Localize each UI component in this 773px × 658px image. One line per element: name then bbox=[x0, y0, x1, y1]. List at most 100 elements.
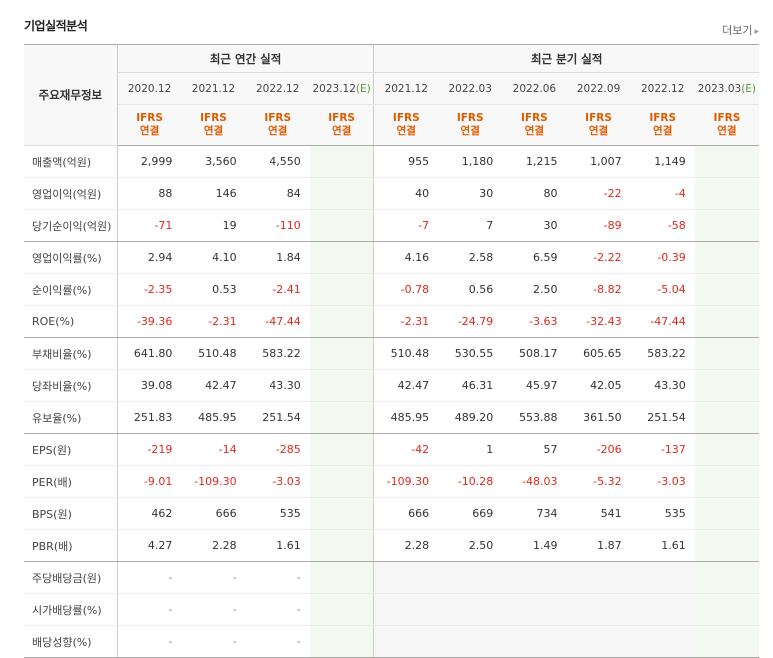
value-cell: - bbox=[245, 593, 310, 626]
value-cell bbox=[438, 625, 503, 658]
value-cell bbox=[309, 337, 375, 370]
basis-ifrs: IFRS bbox=[585, 112, 612, 124]
value-cell bbox=[502, 625, 567, 658]
value-cell: 510.48 bbox=[373, 337, 439, 370]
value-cell: - bbox=[245, 561, 310, 594]
row-label: 배당성향(%) bbox=[24, 625, 118, 658]
value-cell: -109.30 bbox=[181, 465, 246, 498]
basis-consolidated: 연결 bbox=[203, 125, 224, 137]
value-cell: -39.36 bbox=[117, 305, 182, 338]
row-label: 유보율(%) bbox=[24, 401, 118, 434]
value-cell bbox=[694, 337, 759, 370]
estimate-tag: (E) bbox=[741, 82, 757, 95]
value-cell: -22 bbox=[566, 177, 631, 210]
value-cell: 0.56 bbox=[438, 273, 503, 306]
basis-ifrs: IFRS bbox=[713, 112, 741, 124]
basis-label: IFRS 연결 bbox=[309, 104, 375, 146]
value-cell: -58 bbox=[630, 209, 695, 242]
value-cell: -109.30 bbox=[373, 465, 439, 498]
value-cell bbox=[694, 465, 759, 498]
basis-label: IFRS 연결 bbox=[694, 104, 759, 146]
value-cell: 251.54 bbox=[245, 401, 310, 434]
value-cell bbox=[566, 625, 631, 658]
value-cell: -7 bbox=[373, 209, 439, 242]
period-label: 2022.12 bbox=[255, 82, 300, 95]
value-cell: -2.35 bbox=[117, 273, 182, 306]
value-cell: - bbox=[117, 561, 182, 594]
basis-consolidated: 연결 bbox=[331, 125, 352, 137]
table-row: 유보율(%) 251.83 485.95 251.54 485.95 489.20 553.… bbox=[24, 401, 759, 434]
value-cell: - bbox=[117, 593, 182, 626]
value-cell: 2.50 bbox=[438, 529, 503, 562]
value-cell bbox=[309, 145, 375, 178]
value-cell: 4.27 bbox=[117, 529, 182, 562]
group-annual: 최근 연간 실적 bbox=[117, 44, 375, 73]
value-cell bbox=[630, 561, 695, 594]
period-quarterly-1: 2022.03 bbox=[438, 72, 503, 105]
period-quarterly-3: 2022.09 bbox=[566, 72, 631, 105]
basis-consolidated: 연결 bbox=[396, 125, 416, 137]
value-cell: 4.10 bbox=[181, 241, 246, 274]
basis-ifrs: IFRS bbox=[456, 112, 484, 124]
period-label: 2022.12 bbox=[641, 82, 685, 95]
value-cell: - bbox=[117, 625, 182, 658]
chevron-right-icon: ▸ bbox=[754, 27, 759, 37]
period-annual-2: 2022.12 bbox=[245, 72, 310, 105]
value-cell: 2.58 bbox=[438, 241, 503, 274]
value-cell: 45.97 bbox=[502, 369, 567, 402]
value-cell: 40 bbox=[373, 177, 439, 210]
value-cell bbox=[694, 561, 759, 594]
value-cell bbox=[309, 209, 375, 242]
basis-consolidated: 연결 bbox=[717, 125, 737, 137]
value-cell bbox=[309, 625, 375, 658]
value-cell bbox=[694, 369, 759, 402]
period-label: 2022.03 bbox=[448, 82, 492, 95]
value-cell: 541 bbox=[566, 497, 631, 530]
row-label: PER(배) bbox=[24, 465, 118, 498]
value-cell: 146 bbox=[181, 177, 246, 210]
financial-table: 주요재무정보 최근 연간 실적 최근 분기 실적 2020.12 2021.12 2022… bbox=[24, 44, 759, 658]
value-cell: 485.95 bbox=[181, 401, 246, 434]
value-cell bbox=[694, 305, 759, 338]
value-cell: 1.84 bbox=[245, 241, 310, 274]
period-quarterly-2: 2022.06 bbox=[502, 72, 567, 105]
value-cell bbox=[502, 561, 567, 594]
value-cell: 7 bbox=[438, 209, 503, 242]
more-link[interactable]: 더보기 ▸ bbox=[722, 22, 759, 38]
value-cell bbox=[694, 241, 759, 274]
row-label: 매출액(억원) bbox=[24, 145, 118, 178]
value-cell: -2.22 bbox=[566, 241, 631, 274]
value-cell: 535 bbox=[245, 497, 310, 530]
value-cell: 42.05 bbox=[566, 369, 631, 402]
more-label: 더보기 bbox=[722, 24, 753, 37]
value-cell bbox=[694, 145, 759, 178]
value-cell: -5.32 bbox=[566, 465, 631, 498]
period-annual-0: 2020.12 bbox=[117, 72, 182, 105]
value-cell bbox=[309, 305, 375, 338]
value-cell: -0.78 bbox=[373, 273, 439, 306]
value-cell bbox=[630, 625, 695, 658]
value-cell bbox=[566, 561, 631, 594]
value-cell: 30 bbox=[502, 209, 567, 242]
value-cell: -206 bbox=[566, 433, 631, 466]
value-cell bbox=[309, 529, 375, 562]
table-row: 주당배당금(원) - - - bbox=[24, 561, 759, 594]
value-cell: 583.22 bbox=[630, 337, 695, 370]
value-cell: 734 bbox=[502, 497, 567, 530]
row-label: ROE(%) bbox=[24, 305, 118, 338]
value-cell: 39.08 bbox=[117, 369, 182, 402]
basis-ifrs: IFRS bbox=[200, 112, 227, 124]
value-cell: -110 bbox=[245, 209, 310, 242]
period-annual-1: 2021.12 bbox=[181, 72, 246, 105]
value-cell: 1,215 bbox=[502, 145, 567, 178]
basis-consolidated: 연결 bbox=[460, 125, 480, 137]
value-cell bbox=[502, 593, 567, 626]
value-cell: -32.43 bbox=[566, 305, 631, 338]
value-cell: 2.94 bbox=[117, 241, 182, 274]
basis-ifrs: IFRS bbox=[649, 112, 677, 124]
section-title: 기업실적분석 bbox=[24, 19, 88, 33]
value-cell: -8.82 bbox=[566, 273, 631, 306]
value-cell: 510.48 bbox=[181, 337, 246, 370]
value-cell: -3.63 bbox=[502, 305, 567, 338]
value-cell: 3,560 bbox=[181, 145, 246, 178]
